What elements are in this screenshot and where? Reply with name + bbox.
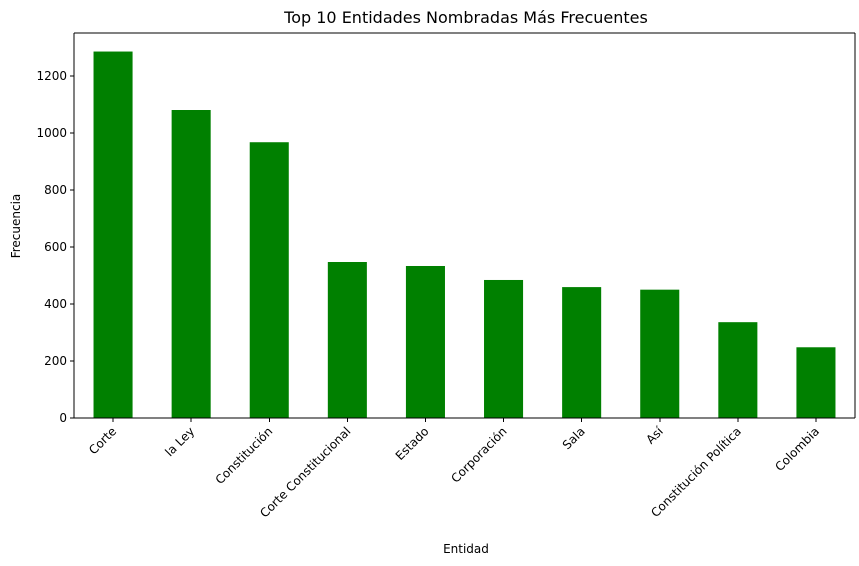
- y-tick-label: 0: [59, 411, 67, 425]
- x-tick-label: Estado: [393, 424, 432, 463]
- x-tick-label: Sala: [560, 424, 588, 452]
- y-tick-label: 600: [44, 240, 67, 254]
- y-tick-label: 400: [44, 297, 67, 311]
- x-tick-label: Así: [643, 424, 666, 447]
- y-tick-label: 1000: [36, 126, 67, 140]
- x-tick-label: Constitución: [213, 424, 276, 487]
- y-axis-label: Frecuencia: [9, 194, 23, 259]
- bar-3: [327, 262, 367, 418]
- bar-1: [171, 110, 211, 418]
- x-axis-label: Entidad: [443, 542, 489, 556]
- bar-2: [249, 142, 289, 418]
- y-axis-ticks: 0 200 400 600 800 1000 1200: [36, 69, 74, 425]
- bar-8: [718, 322, 758, 418]
- x-tick-label: la Ley: [162, 424, 197, 459]
- bar-7: [640, 289, 680, 418]
- bar-9: [796, 347, 836, 418]
- bar-4: [405, 265, 445, 418]
- bar-0: [93, 51, 133, 418]
- x-tick-label: Colombia: [772, 424, 822, 474]
- bar-5: [484, 279, 524, 418]
- bar-6: [562, 287, 602, 418]
- x-tick-label: Constitución Política: [648, 424, 744, 520]
- x-tick-label: Corporación: [448, 424, 509, 485]
- y-tick-label: 800: [44, 183, 67, 197]
- x-tick-label: Corte: [86, 424, 119, 457]
- y-tick-label: 200: [44, 354, 67, 368]
- y-tick-label: 1200: [36, 69, 67, 83]
- x-tick-label: Corte Constitucional: [257, 424, 353, 520]
- axes-frame: [73, 32, 856, 419]
- bars-group: [93, 51, 836, 418]
- chart-title: Top 10 Entidades Nombradas Más Frecuente…: [283, 8, 648, 27]
